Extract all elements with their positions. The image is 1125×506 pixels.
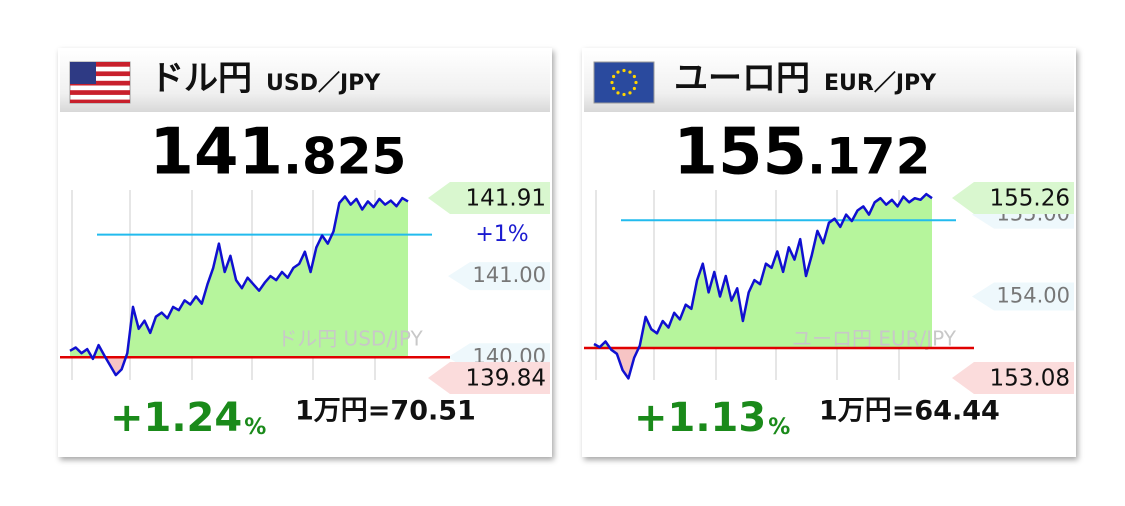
price-main: 141 [149, 116, 283, 190]
star [610, 80, 614, 85]
tick-box [972, 282, 1074, 311]
high-box [428, 182, 550, 214]
star [632, 74, 636, 79]
annotation: +1% [475, 222, 528, 247]
low-box [428, 362, 550, 394]
star [612, 86, 616, 91]
star [632, 86, 636, 91]
change: +1.13 [634, 395, 766, 441]
rate: 1万円=70.51 [295, 396, 476, 427]
title: ユーロ円 [674, 59, 810, 99]
y-tick-label: 154.00 [997, 283, 1070, 307]
rate: 1万円=64.44 [819, 396, 1000, 427]
star [628, 91, 632, 95]
star [622, 92, 626, 97]
star [616, 91, 620, 95]
price-line [69, 195, 409, 377]
area-below [610, 348, 639, 379]
us-flag [69, 61, 131, 104]
area [70, 196, 408, 358]
eu-flag [593, 61, 655, 104]
watermark: ユーロ円 EUR/JPY [792, 327, 957, 351]
watermark: ドル円 USD/JPY [277, 327, 423, 351]
star [628, 70, 632, 74]
subtitle: USD／JPY [266, 71, 381, 96]
price-decimal: .172 [807, 128, 930, 186]
star [634, 80, 638, 85]
y-tick-label: 141.00 [473, 263, 546, 287]
area [594, 194, 932, 349]
change-unit: % [244, 415, 266, 440]
low-label: 153.08 [990, 366, 1070, 392]
star [616, 70, 620, 74]
star [622, 68, 626, 73]
change-unit: % [768, 415, 790, 440]
star [612, 74, 616, 79]
tick-box [448, 262, 550, 291]
price-main: 155 [673, 116, 807, 190]
high-label: 141.91 [466, 186, 546, 212]
high-box [952, 182, 1074, 214]
low-label: 139.84 [466, 366, 546, 392]
price-line [593, 192, 933, 380]
title: ドル円 [150, 59, 252, 99]
card-header [60, 50, 550, 112]
high-label: 155.26 [990, 186, 1070, 212]
card-header [584, 50, 1074, 112]
change: +1.24 [110, 395, 242, 441]
low-box [952, 362, 1074, 394]
price-decimal: .825 [283, 128, 406, 186]
subtitle: EUR／JPY [824, 71, 937, 96]
